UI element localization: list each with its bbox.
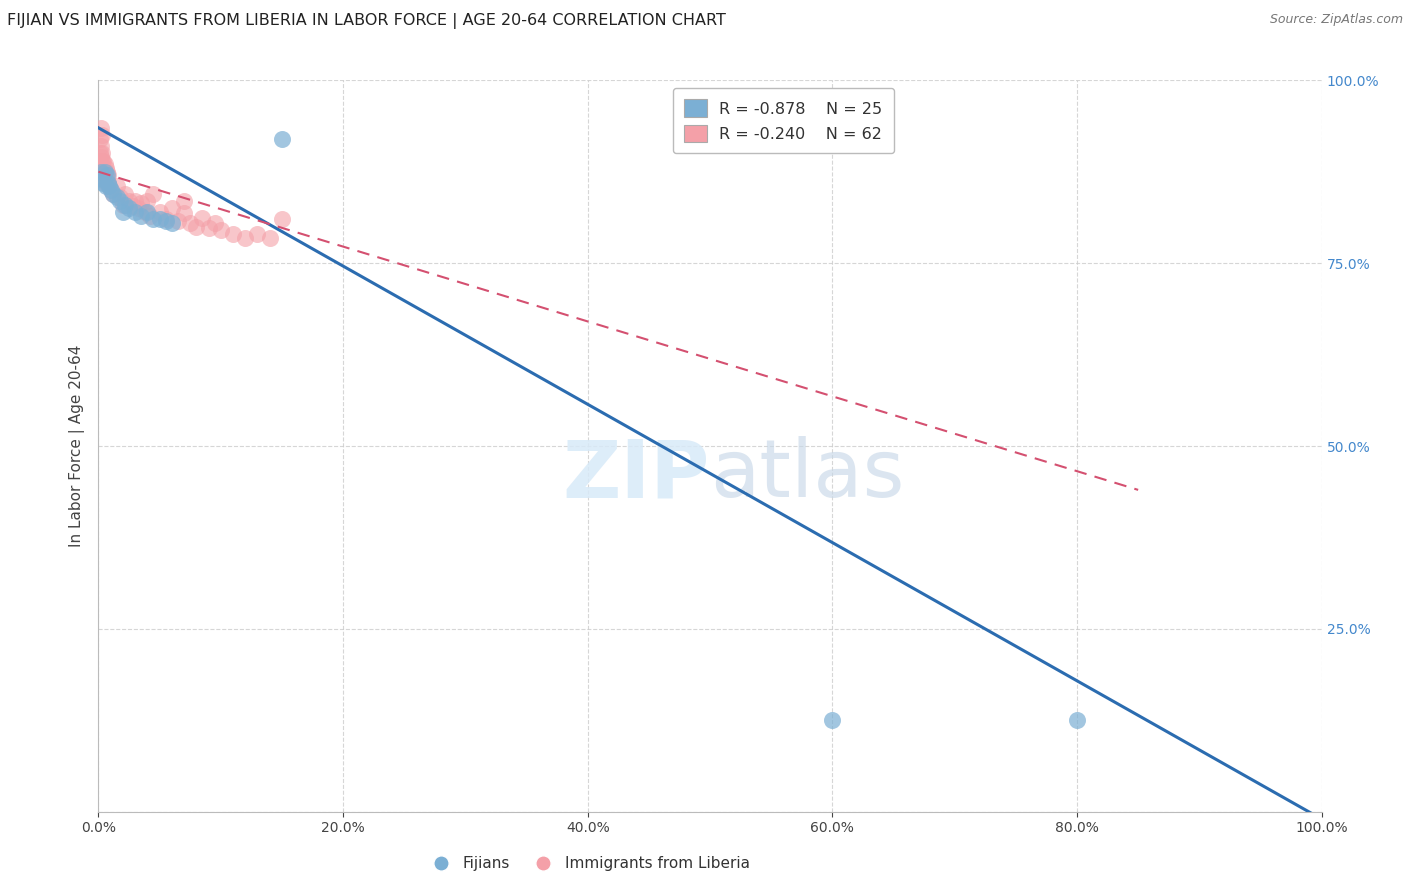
Point (149, 212, 172, 227)
Point (91, 172, 114, 186)
Point (186, 219, 208, 234)
Point (821, 714, 844, 728)
Point (124, 205, 146, 219)
Legend: Fijians, Immigrants from Liberia: Fijians, Immigrants from Liberia (419, 850, 756, 877)
Point (100, 183, 122, 197)
Point (160, 216, 183, 230)
Point (90, 164, 112, 178)
Point (155, 212, 177, 227)
Point (91, 161, 114, 175)
Point (96, 172, 118, 186)
Point (111, 205, 134, 219)
Point (136, 194, 159, 208)
Point (89, 132, 111, 146)
Point (90, 139, 112, 153)
Text: ZIP: ZIP (562, 436, 710, 515)
Point (111, 197, 134, 211)
Point (94, 169, 117, 183)
Point (114, 197, 136, 211)
Point (1066, 714, 1088, 728)
Point (94, 179, 117, 194)
Point (90, 169, 112, 183)
Point (93, 172, 115, 186)
Point (91, 153, 114, 168)
Point (118, 194, 141, 208)
Point (121, 199, 143, 213)
Point (91, 146, 114, 161)
Point (98, 179, 121, 194)
Text: FIJIAN VS IMMIGRANTS FROM LIBERIA IN LABOR FORCE | AGE 20-64 CORRELATION CHART: FIJIAN VS IMMIGRANTS FROM LIBERIA IN LAB… (7, 13, 725, 29)
Point (93, 164, 115, 178)
Point (97, 176, 120, 190)
Point (129, 196, 152, 211)
Point (97, 169, 120, 183)
Point (91, 172, 114, 186)
Point (96, 169, 118, 183)
Point (149, 205, 172, 219)
Point (91, 169, 114, 183)
Point (114, 186, 136, 201)
Point (93, 157, 115, 171)
Point (139, 209, 162, 223)
Point (118, 202, 141, 216)
Point (94, 161, 117, 175)
Point (173, 206, 195, 220)
Point (100, 183, 122, 197)
Point (90, 150, 112, 164)
Point (91, 176, 114, 190)
Point (90, 120, 112, 135)
Point (105, 179, 128, 194)
Point (127, 202, 149, 216)
Point (90, 157, 112, 171)
Point (136, 205, 159, 219)
Point (209, 223, 232, 237)
Point (90, 164, 112, 178)
Point (167, 213, 190, 227)
Point (173, 194, 195, 208)
Point (91, 153, 114, 168)
Point (124, 194, 146, 208)
Point (110, 190, 132, 204)
Point (197, 221, 219, 235)
Point (270, 212, 294, 227)
Point (91, 169, 114, 183)
Point (89, 146, 111, 161)
Point (91, 161, 114, 175)
Point (105, 190, 128, 204)
Point (179, 216, 201, 230)
Point (91, 128, 114, 143)
Point (93, 164, 115, 178)
Point (191, 211, 214, 225)
Point (129, 209, 152, 223)
Point (96, 164, 118, 178)
Point (134, 205, 156, 219)
Text: atlas: atlas (710, 436, 904, 515)
Point (160, 202, 183, 216)
Point (98, 179, 121, 194)
Point (142, 212, 165, 227)
Point (110, 194, 132, 208)
Point (233, 230, 256, 244)
Point (246, 227, 269, 241)
Point (101, 186, 124, 201)
Point (259, 230, 281, 244)
Point (91, 164, 114, 178)
Point (270, 132, 294, 146)
Point (222, 227, 245, 241)
Point (155, 213, 177, 227)
Point (101, 186, 124, 201)
Point (94, 176, 117, 190)
Y-axis label: In Labor Force | Age 20-64: In Labor Force | Age 20-64 (69, 345, 86, 547)
Text: Source: ZipAtlas.com: Source: ZipAtlas.com (1270, 13, 1403, 27)
Point (142, 186, 165, 201)
Point (91, 164, 114, 178)
Point (204, 216, 226, 230)
Point (97, 176, 120, 190)
